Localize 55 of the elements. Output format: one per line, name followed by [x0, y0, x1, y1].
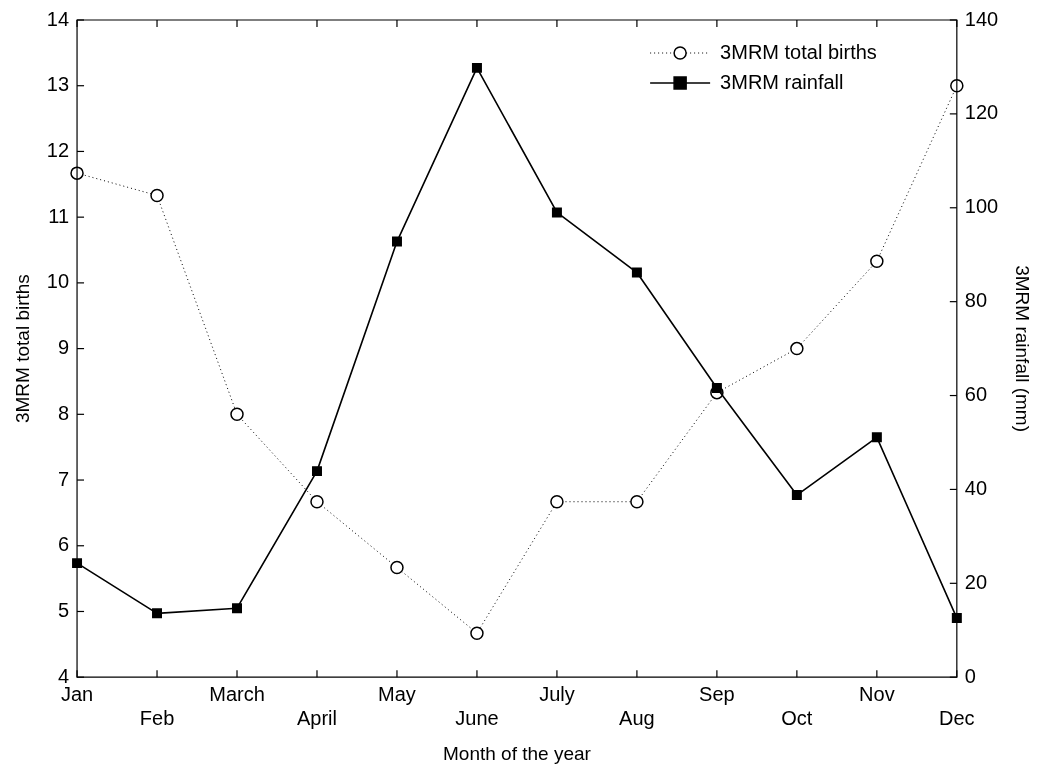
- y2-tick-label: 20: [964, 570, 988, 593]
- y-tick-label: 5: [57, 599, 70, 621]
- point: [230, 407, 244, 422]
- x-tick-label: June: [455, 706, 499, 729]
- y2-tick-label: 120: [964, 101, 999, 124]
- point: [631, 267, 642, 278]
- x-tick-label: July: [539, 682, 575, 705]
- point: [551, 207, 562, 218]
- point: [791, 490, 802, 501]
- point: [950, 78, 964, 93]
- point: [310, 494, 324, 509]
- x-tick-label: March: [209, 682, 265, 705]
- point: [870, 254, 884, 268]
- y2-tick-label: 140: [964, 7, 999, 30]
- y-axis-title: 3MRM total births: [11, 274, 33, 424]
- point: [390, 560, 404, 575]
- point: [150, 188, 164, 203]
- y2-tick-label: 80: [964, 289, 988, 312]
- y-tick-label: 9: [57, 336, 70, 359]
- point: [630, 494, 644, 509]
- y-tick-label: 6: [57, 533, 70, 556]
- point: [871, 432, 882, 443]
- point: [951, 613, 962, 624]
- y2-axis-title: 3MRM rainfall (mm): [1012, 265, 1034, 432]
- x-tick-label: Aug: [619, 706, 655, 729]
- x-tick-label: Oct: [781, 706, 813, 729]
- x-axis-title: Month of the year: [443, 742, 592, 764]
- legend-label: 3MRM total births: [720, 40, 877, 63]
- y-tick-label: 11: [48, 204, 70, 227]
- x-tick-label: Feb: [139, 706, 175, 729]
- y-tick-label: 13: [46, 73, 70, 96]
- point: [790, 341, 804, 356]
- point: [470, 626, 484, 640]
- point: [312, 466, 322, 477]
- y2-tick-label: 100: [964, 195, 999, 218]
- legend-label: 3MRM rainfall: [720, 70, 844, 93]
- point: [711, 383, 722, 394]
- x-tick-label: May: [378, 682, 416, 705]
- y2-tick-label: 60: [964, 383, 988, 406]
- y-tick-label: 12: [46, 138, 70, 161]
- y-tick-label: 10: [46, 270, 70, 293]
- y-tick-label: 8: [57, 401, 70, 424]
- point: [232, 603, 242, 614]
- point: [391, 236, 402, 247]
- point: [471, 62, 482, 73]
- x-tick-label: Nov: [859, 682, 895, 705]
- y2-tick-label: 0: [964, 664, 976, 687]
- y-tick-label: 7: [57, 467, 70, 490]
- x-tick-label: April: [296, 706, 337, 729]
- x-tick-label: Dec: [939, 706, 975, 729]
- point: [152, 608, 163, 619]
- y2-tick-label: 40: [964, 476, 988, 499]
- x-tick-label: Sep: [699, 682, 735, 705]
- point: [550, 494, 564, 509]
- y-tick-label: 14: [46, 7, 70, 30]
